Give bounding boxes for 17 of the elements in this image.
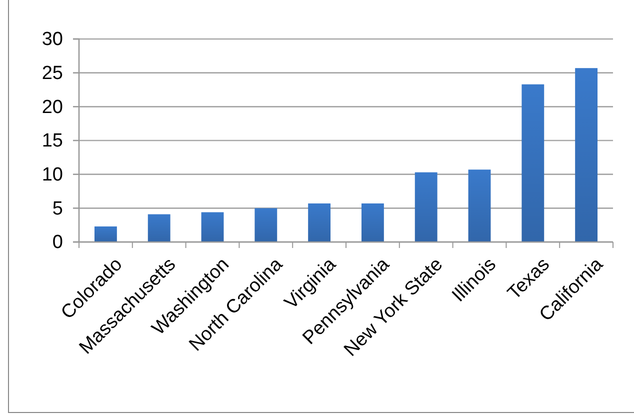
bar <box>522 84 544 242</box>
y-tick-label: 25 <box>42 62 63 84</box>
y-tick-label: 10 <box>42 164 63 186</box>
bar <box>94 226 117 242</box>
y-tick-label: 0 <box>52 232 63 254</box>
bar <box>361 203 384 242</box>
bar <box>468 170 491 242</box>
y-tick-label: 20 <box>42 96 63 118</box>
y-tick-label: 30 <box>42 29 63 50</box>
bar <box>414 172 438 242</box>
bar <box>148 214 170 242</box>
y-tick-label: 15 <box>42 130 63 152</box>
bar <box>308 203 331 242</box>
y-tick-label: 5 <box>52 198 63 220</box>
bar <box>254 208 278 242</box>
bar <box>575 68 598 242</box>
bar <box>201 212 224 242</box>
